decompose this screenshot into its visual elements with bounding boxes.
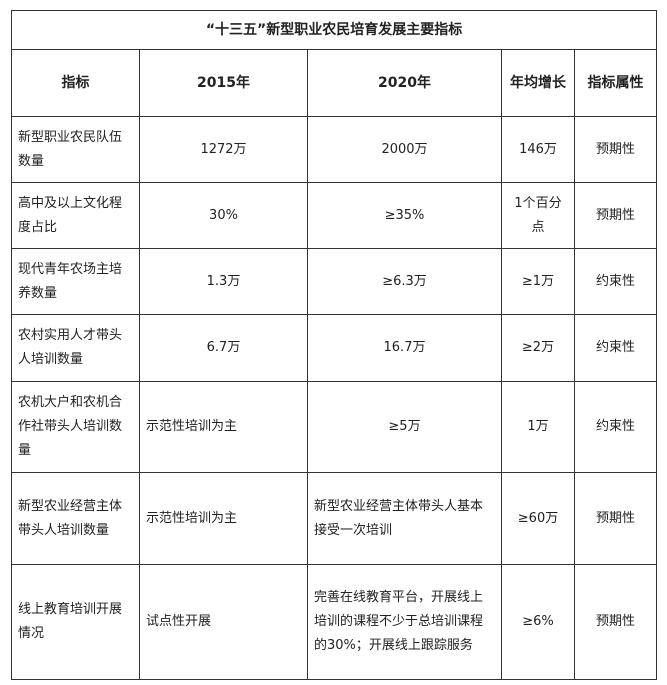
cell-growth: 146万 <box>501 116 575 183</box>
header-attribute: 指标属性 <box>573 49 658 117</box>
cell-2015: 1272万 <box>139 116 308 183</box>
cell-growth: 1万 <box>501 381 575 473</box>
cell-indicator: 高中及以上文化程度占比 <box>11 182 140 249</box>
cell-indicator: 新型农业经营主体带头人培训数量 <box>11 472 140 565</box>
table-row: 新型职业农民队伍数量 1272万 2000万 146万 预期性 <box>11 116 658 183</box>
cell-attribute: 约束性 <box>573 314 658 382</box>
cell-2020: 16.7万 <box>307 314 502 382</box>
cell-2015: 30% <box>139 182 308 249</box>
cell-indicator: 新型职业农民队伍数量 <box>11 116 140 183</box>
table-row: 高中及以上文化程度占比 30% ≥35% 1个百分点 预期性 <box>11 182 658 249</box>
cell-attribute: 约束性 <box>573 381 658 473</box>
cell-attribute: 约束性 <box>573 248 658 315</box>
table-row: 现代青年农场主培养数量 1.3万 ≥6.3万 ≥1万 约束性 <box>11 248 658 315</box>
cell-2020: 新型农业经营主体带头人基本接受一次培训 <box>307 472 502 565</box>
indicators-table: “十三五”新型职业农民培育发展主要指标 指标 2015年 2020年 年均增长 … <box>10 10 658 680</box>
cell-2020: ≥5万 <box>307 381 502 473</box>
cell-indicator: 现代青年农场主培养数量 <box>11 248 140 315</box>
cell-2015: 试点性开展 <box>139 564 308 680</box>
header-growth: 年均增长 <box>501 49 575 117</box>
cell-2015: 6.7万 <box>139 314 308 382</box>
cell-indicator: 线上教育培训开展情况 <box>11 564 140 680</box>
cell-2020: ≥6.3万 <box>307 248 502 315</box>
cell-2020: 完善在线教育平台，开展线上培训的课程不少于总培训课程的30%；开展线上跟踪服务 <box>307 564 502 680</box>
cell-2015: 示范性培训为主 <box>139 381 308 473</box>
cell-growth: ≥6% <box>501 564 575 680</box>
header-indicator: 指标 <box>11 49 140 117</box>
cell-growth: 1个百分点 <box>501 182 575 249</box>
header-2015: 2015年 <box>139 49 308 117</box>
table-row: 农机大户和农机合作社带头人培训数量 示范性培训为主 ≥5万 1万 约束性 <box>11 381 658 473</box>
cell-attribute: 预期性 <box>573 472 658 565</box>
table-row: 新型农业经营主体带头人培训数量 示范性培训为主 新型农业经营主体带头人基本接受一… <box>11 472 658 565</box>
cell-2015: 示范性培训为主 <box>139 472 308 565</box>
cell-attribute: 预期性 <box>573 564 658 680</box>
cell-indicator: 农村实用人才带头人培训数量 <box>11 314 140 382</box>
cell-growth: ≥60万 <box>501 472 575 565</box>
header-2020: 2020年 <box>307 49 502 117</box>
cell-indicator: 农机大户和农机合作社带头人培训数量 <box>11 381 140 473</box>
header-row: 指标 2015年 2020年 年均增长 指标属性 <box>11 49 658 117</box>
cell-growth: ≥2万 <box>501 314 575 382</box>
table-row: 农村实用人才带头人培训数量 6.7万 16.7万 ≥2万 约束性 <box>11 314 658 382</box>
cell-growth: ≥1万 <box>501 248 575 315</box>
table-row: 线上教育培训开展情况 试点性开展 完善在线教育平台，开展线上培训的课程不少于总培… <box>11 564 658 680</box>
table-title: “十三五”新型职业农民培育发展主要指标 <box>10 10 658 50</box>
cell-attribute: 预期性 <box>573 116 658 183</box>
cell-2020: 2000万 <box>307 116 502 183</box>
cell-2015: 1.3万 <box>139 248 308 315</box>
cell-attribute: 预期性 <box>573 182 658 249</box>
cell-2020: ≥35% <box>307 182 502 249</box>
